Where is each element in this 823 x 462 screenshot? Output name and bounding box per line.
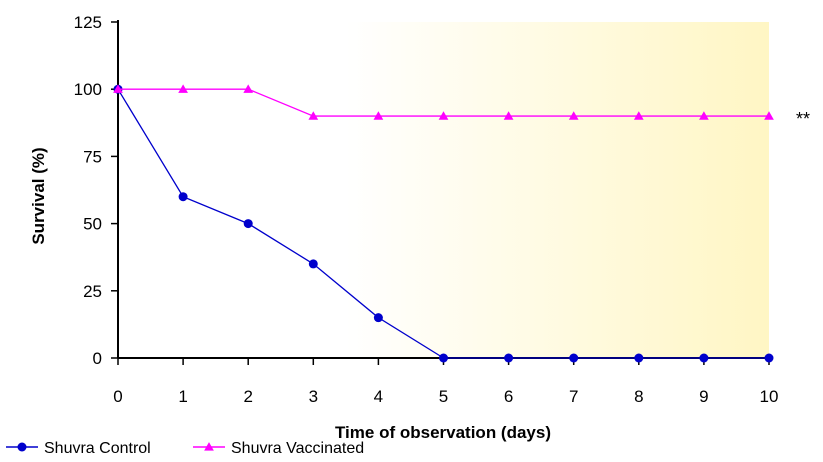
x-axis-label: Time of observation (days) [335,423,551,442]
annotations: ** [796,109,810,129]
data-point [634,353,644,363]
x-tick-label: 5 [439,387,448,406]
data-point [503,111,514,120]
legend: Shuvra Control Shuvra Vaccinated [6,440,364,457]
plot-area [118,22,769,358]
data-point [699,353,709,363]
data-point [764,353,774,363]
y-axis-label: Survival (%) [29,147,48,244]
data-point [699,111,709,120]
data-point [373,313,383,323]
legend-item: Shuvra Control [6,440,151,457]
significance-annotation: ** [796,109,810,129]
y-tick-label: 100 [74,80,102,99]
series-shuvra-vaccinated [113,84,774,120]
series-group [113,84,774,363]
y-tick-label: 125 [74,13,102,32]
y-tick-label: 75 [83,147,102,166]
data-point [504,353,514,363]
data-point [438,111,449,120]
y-tick-label: 0 [93,349,102,368]
x-tick-label: 7 [569,387,578,406]
x-tick-label: 3 [309,387,318,406]
legend-label: Shuvra Control [44,440,151,457]
legend-swatch-marker [17,442,27,452]
data-point [308,111,319,120]
y-tick-label: 50 [83,215,102,234]
data-point [568,111,579,120]
x-tick-label: 8 [634,387,643,406]
y-tick-labels: 0 25 50 75 100 125 [74,13,102,368]
x-tick-label: 2 [243,387,252,406]
x-tick-label: 9 [699,387,708,406]
data-point [439,353,448,363]
data-point [373,111,384,120]
legend-swatch-marker [204,442,214,451]
data-point [178,84,188,93]
data-point [308,259,318,269]
x-tick-label: 10 [760,387,779,406]
x-tick-label: 4 [374,387,383,406]
data-point [569,353,579,363]
x-tick-labels: 0 1 2 3 4 5 6 7 8 9 10 [113,387,778,406]
x-tick-label: 0 [113,387,122,406]
legend-label: Shuvra Vaccinated [231,440,364,457]
legend-item: Shuvra Vaccinated [193,440,364,457]
x-tick-label: 1 [178,387,187,406]
data-point [243,219,253,229]
data-point [633,111,644,120]
data-point [243,84,254,93]
series-shuvra-control [113,84,774,363]
data-point [178,192,188,202]
x-tick-label: 6 [504,387,513,406]
y-tick-label: 25 [83,282,102,301]
data-point [764,111,774,120]
data-point [113,84,123,93]
